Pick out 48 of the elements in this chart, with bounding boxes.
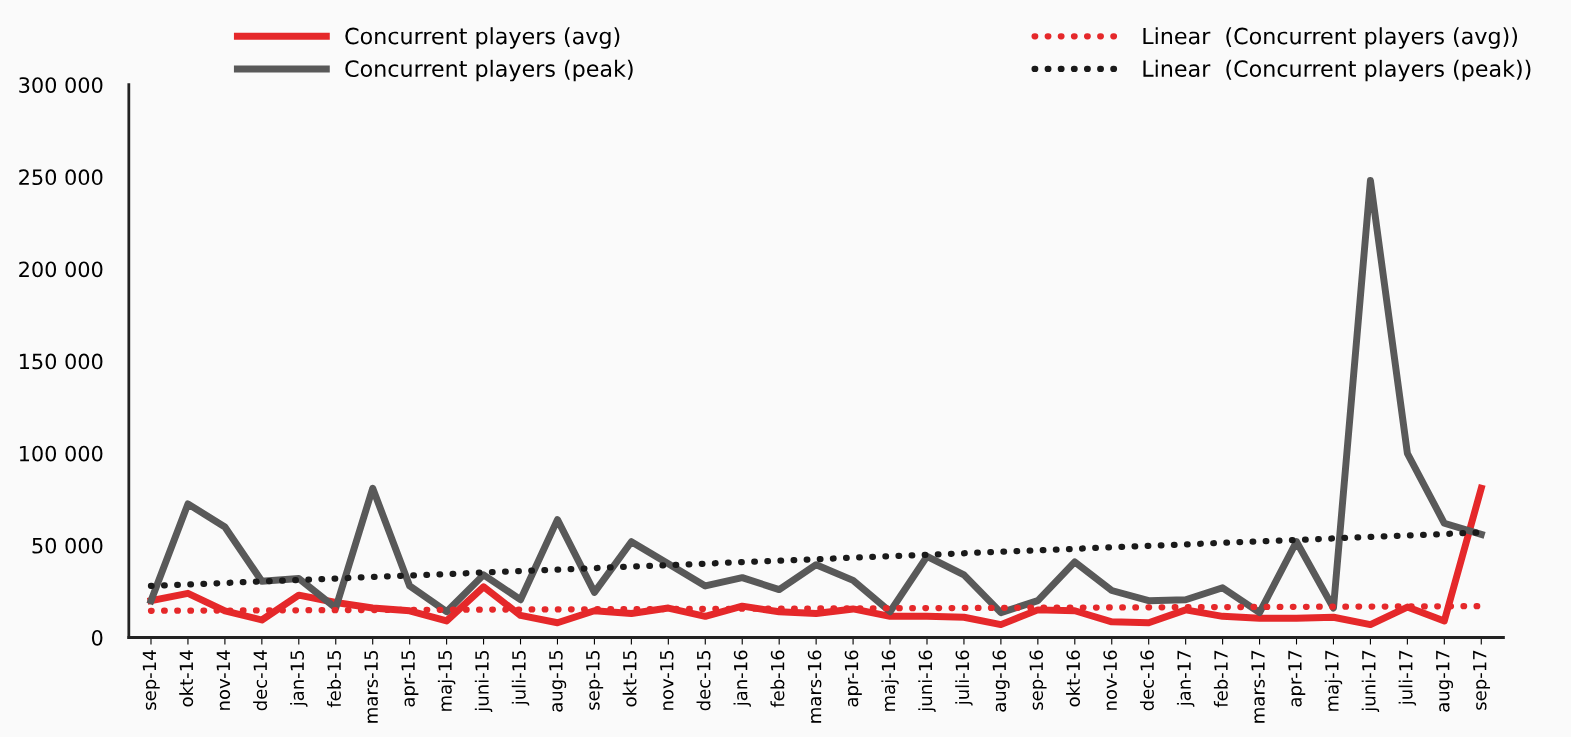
legend-label: Concurrent players (peak) [345,59,633,82]
x-tick-label: mars-15 [364,650,378,723]
x-tick-label: dec-14 [253,650,268,711]
x-tick-label: jan-15 [290,650,308,707]
x-tick-label: sep-15 [586,650,604,710]
x-tick-label: sep-14 [142,650,160,710]
x-tick-label: aug-15 [549,650,567,712]
x-tick-label: feb-16 [770,650,785,708]
x-tick-label: maj-15 [437,650,456,711]
x-tick-label: aug-16 [992,650,1010,712]
x-tick-label: jan-17 [1176,650,1195,707]
x-tick-label: juli-16 [955,650,973,706]
y-tick-label: 50 000 [32,537,103,554]
x-tick-label: juni-15 [474,650,493,713]
x-tick-label: juli-17 [1398,650,1417,706]
y-tick-label: 200 000 [19,261,103,278]
x-tick-label: apr-15 [401,650,419,707]
x-tick-label: juni-16 [918,650,936,713]
x-tick-label: dec-16 [1139,650,1154,711]
y-tick-label: 300 000 [19,77,103,93]
x-tick-label: okt-14 [179,650,194,707]
x-tick-label: juni-17 [1361,650,1380,713]
x-tick-label: juli-15 [511,650,530,706]
x-tick-label: jan-16 [733,650,751,707]
x-tick-label: mars-16 [807,650,822,723]
x-tick-label: maj-17 [1324,650,1343,711]
x-tick-label: mars-17 [1251,650,1265,723]
x-tick-label: okt-15 [622,650,637,707]
x-tick-label: aug-17 [1436,650,1454,712]
x-tick-label: sep-16 [1029,650,1047,710]
legend-label: Concurrent players (avg) [345,27,620,49]
legend-label: Linear (Concurrent players (peak)) [1143,59,1531,82]
legend-label: Linear (Concurrent players (avg)) [1143,27,1518,49]
x-tick-label: apr-16 [844,650,862,707]
x-tick-label: nov-15 [660,650,674,710]
y-tick-label: 100 000 [19,445,103,462]
x-tick-label: nov-14 [216,650,231,710]
x-tick-label: feb-15 [327,650,341,708]
x-tick-label: feb-17 [1213,650,1228,708]
x-tick-label: sep-17 [1473,650,1491,710]
y-tick-label: 0 [91,629,103,646]
x-tick-label: nov-16 [1103,650,1117,710]
x-tick-label: apr-17 [1288,650,1306,707]
x-tick-label: dec-15 [696,650,711,711]
x-tick-label: okt-16 [1066,650,1081,707]
x-tick-label: maj-16 [881,650,899,711]
y-tick-label: 150 000 [19,353,103,370]
y-tick-label: 250 000 [19,169,103,186]
